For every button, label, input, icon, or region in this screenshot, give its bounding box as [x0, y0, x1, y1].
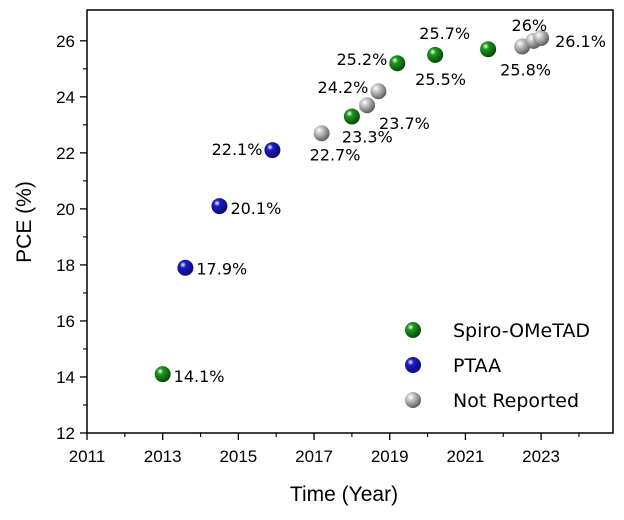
- axis-tick-labels: 2011 2013 2015 2017 2019 2021 2023 12 14 16 18 20 22…: [56, 32, 560, 466]
- legend-label: Spiro-OMeTAD: [453, 320, 590, 342]
- y-tick-label: 26: [56, 32, 75, 51]
- legend: Spiro-OMeTAD PTAA Not Reported: [405, 320, 590, 412]
- data-label: 25.7%: [419, 24, 470, 43]
- plot-area-frame: [86, 9, 614, 434]
- data-point-spiro-ometad: [343, 108, 360, 125]
- y-tick-label: 18: [56, 256, 75, 275]
- legend-marker: [405, 322, 421, 338]
- x-tick-label: 2021: [447, 447, 485, 466]
- data-label: 26%: [512, 16, 548, 35]
- x-tick-label: 2023: [522, 447, 560, 466]
- x-tick-label: 2017: [295, 447, 333, 466]
- x-tick-label: 2011: [69, 447, 106, 466]
- data-label: 17.9%: [196, 260, 247, 279]
- axis-ticks: [80, 40, 580, 440]
- data-label: 23.7%: [379, 114, 430, 133]
- data-point-not-reported: [370, 83, 387, 100]
- legend-label: PTAA: [453, 355, 501, 377]
- data-point-spiro-ometad: [389, 55, 406, 72]
- data-point-not-reported: [533, 30, 550, 47]
- y-tick-label: 20: [56, 200, 75, 219]
- x-axis-title: Time (Year): [290, 483, 398, 506]
- y-tick-label: 12: [56, 424, 75, 443]
- legend-marker: [405, 357, 421, 373]
- data-label: 25.2%: [336, 50, 387, 69]
- data-point-spiro-ometad: [480, 41, 497, 58]
- data-label: 25.8%: [500, 60, 551, 79]
- data-point-ptaa: [211, 198, 228, 215]
- data-label: 24.2%: [318, 78, 369, 97]
- legend-label: Not Reported: [453, 390, 579, 412]
- data-labels: 14.1% 23.3% 25.2% 25.5% 25.7% 17.9% 20.1% 22.1%…: [174, 16, 606, 386]
- data-point-not-reported: [359, 97, 376, 114]
- y-tick-label: 14: [56, 368, 75, 387]
- x-tick-label: 2013: [144, 447, 182, 466]
- data-label: 14.1%: [174, 367, 225, 386]
- data-label: 25.5%: [415, 70, 466, 89]
- data-point-ptaa: [177, 259, 194, 276]
- data-label: 20.1%: [230, 199, 281, 218]
- x-tick-label: 2015: [219, 447, 257, 466]
- legend-marker: [405, 392, 421, 408]
- data-points: [154, 30, 550, 383]
- y-tick-label: 16: [56, 312, 75, 331]
- data-label: 22.1%: [212, 140, 263, 159]
- data-point-spiro-ometad: [427, 46, 444, 63]
- data-point-not-reported: [313, 125, 330, 142]
- y-axis-title: PCE (%): [13, 181, 36, 263]
- data-point-spiro-ometad: [154, 366, 171, 383]
- data-label: 26.1%: [555, 32, 606, 51]
- data-point-ptaa: [264, 142, 281, 159]
- data-label: 22.7%: [310, 145, 361, 164]
- x-tick-label: 2019: [371, 447, 409, 466]
- data-label: 23.3%: [342, 127, 393, 146]
- y-tick-label: 24: [56, 88, 75, 107]
- y-tick-label: 22: [56, 144, 75, 163]
